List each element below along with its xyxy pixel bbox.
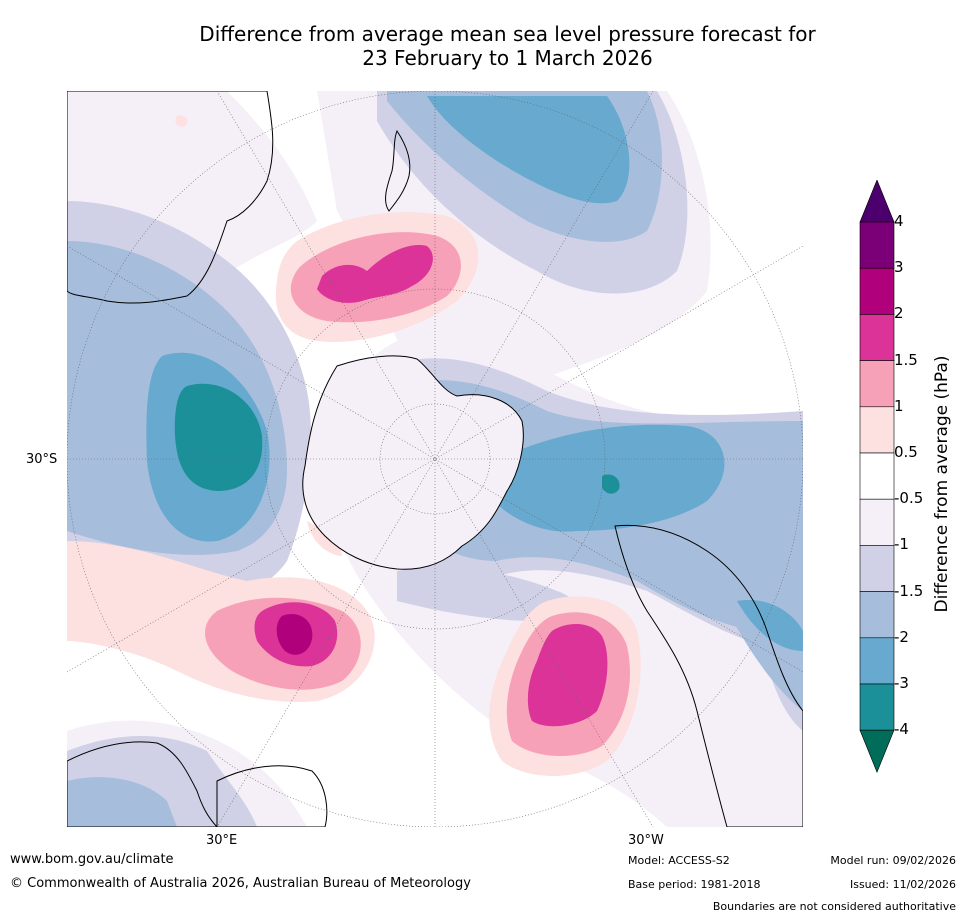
title-line-1: Difference from average mean sea level p… <box>199 22 816 46</box>
colorbar-band <box>859 452 895 500</box>
colorbar-tick-label: 2 <box>894 304 904 323</box>
colorbar-title: Difference from average (hPa) <box>932 355 952 613</box>
colorbar-band <box>859 545 895 592</box>
australia-coastline <box>67 91 274 304</box>
colorbar-band <box>859 314 895 361</box>
footer-copyright: © Commonwealth of Australia 2026, Austra… <box>10 876 471 891</box>
colorbar-tick-label: -3 <box>894 674 909 692</box>
colorbar-band <box>859 498 895 546</box>
colorbar-tick-label: -0.5 <box>894 489 924 508</box>
footer-disclaimer: Boundaries are not considered authoritat… <box>712 900 956 913</box>
anomaly-band-plus-1-5 <box>254 245 608 727</box>
colorbar-tick-label: -1.5 <box>894 581 924 600</box>
colorbar-tick-label: -2 <box>894 627 909 646</box>
colorbar-extend-top <box>859 180 895 223</box>
footer-base-period: Base period: 1981-2018 <box>628 878 761 891</box>
anomaly-band-plus-2 <box>276 613 313 655</box>
map-canvas <box>67 91 803 827</box>
colorbar-band <box>859 637 895 685</box>
map-title: Difference from average mean sea level p… <box>60 22 955 70</box>
colorbar-band <box>859 221 895 269</box>
south-america-coastline <box>614 524 803 827</box>
colorbar-tick-label: 1 <box>894 396 904 415</box>
colorbar-band <box>859 591 895 639</box>
colorbar-tick-label: -1 <box>894 535 909 554</box>
colorbar-band <box>859 683 895 731</box>
colorbar-tick-label: 1.5 <box>894 350 918 369</box>
longitude-label-30e: 30°E <box>206 833 238 848</box>
colorbar-band <box>859 267 895 315</box>
colorbar-band <box>859 406 895 454</box>
colorbar <box>859 180 895 773</box>
colorbar-tick-label: 0.5 <box>894 443 918 461</box>
footer-model-run: Model run: 09/02/2026 <box>830 854 956 867</box>
colorbar-band <box>859 360 895 408</box>
longitude-label-30w: 30°W <box>628 833 664 848</box>
colorbar-extend-bottom <box>859 729 895 773</box>
footer-issued: Issued: 11/02/2026 <box>849 878 956 891</box>
antarctica-landmass <box>302 355 524 570</box>
new-zealand-coastline <box>385 129 411 212</box>
title-line-2: 23 February to 1 March 2026 <box>362 46 653 70</box>
polar-map <box>67 91 803 827</box>
footer-website: www.bom.gov.au/climate <box>10 852 174 867</box>
colorbar-tick-label: 4 <box>894 212 904 230</box>
colorbar-tick-label: -4 <box>894 720 909 739</box>
anomaly-band-minus-3 <box>174 383 620 494</box>
colorbar-tick-label: 3 <box>894 258 904 277</box>
africa-coastline <box>67 741 328 827</box>
footer-model: Model: ACCESS-S2 <box>628 854 730 867</box>
graticule <box>67 91 803 827</box>
latitude-label-30s: 30°S <box>26 452 58 467</box>
